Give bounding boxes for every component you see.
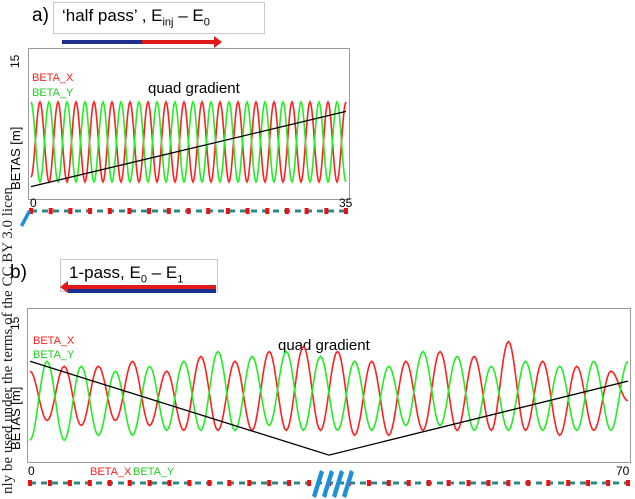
panel-b-lattice-magnet [167, 480, 172, 486]
panel-a-lattice-magnet [107, 208, 112, 214]
panel-b-lattice-magnet [87, 480, 92, 486]
panel-a-title-sub1: inj [162, 16, 174, 29]
panel-b-xtick-0: 0 [28, 464, 35, 478]
panel-b-title-mid: – E [146, 263, 178, 282]
panel-b-cavity-marker [312, 470, 324, 498]
panel-b-series-beta-y [29, 350, 629, 442]
panel-b-lattice-magnet [127, 480, 132, 486]
panel-b-title-prefix: 1-pass, E [69, 263, 141, 282]
panel-b-bottom-legend-beta-y: BETA_Y [133, 466, 175, 478]
panel-b-cavity-marker [342, 470, 354, 498]
panel-a-quad-gradient-label: quad gradient [148, 80, 240, 97]
panel-b-lattice-magnet [287, 480, 292, 486]
panel-b-lattice-magnet [67, 480, 72, 486]
panel-b-lattice-magnet [267, 480, 272, 486]
panel-a-letter: a) [32, 5, 49, 26]
panel-a-lattice-magnet [225, 208, 230, 214]
panel-b-lattice-magnet [526, 480, 531, 486]
panel-b-series-quad-gradient [29, 360, 629, 456]
panel-a-lattice-magnet [265, 208, 270, 214]
panel-b-lattice-magnet [626, 480, 630, 486]
panel-b-lattice-magnet [147, 480, 152, 486]
panel-b-lattice-magnet [566, 480, 571, 486]
panel-a-lattice-magnet [206, 208, 211, 214]
panel-b-lattice-magnet [247, 480, 252, 486]
panel-b-lattice-magnet [486, 480, 491, 486]
panel-b-lattice-magnet [466, 480, 471, 486]
panel-a-lattice-magnet [48, 208, 53, 214]
panel-a-lattice-magnet [127, 208, 132, 214]
panel-a-series-beta-y [30, 100, 347, 184]
panel-a-injection-marker [20, 210, 31, 227]
panel-b-title-sub1: 0 [140, 273, 147, 286]
panel-b-lattice-magnet [426, 480, 431, 486]
panel-b-lattice-magnet [47, 480, 52, 486]
panel-b-lattice-magnet [107, 480, 112, 486]
panel-a-lattice-magnet [245, 208, 250, 214]
panel-b-lattice-magnet [227, 480, 232, 486]
panel-b-lattice-magnet [207, 480, 212, 486]
panel-b-bottom-legend-beta-x: BETA_X [90, 466, 132, 478]
panel-b-legend-beta-y: BETA_Y [33, 349, 75, 361]
panel-b-xtick-70: 70 [616, 464, 630, 478]
panel-b-direction-bar-red [68, 285, 216, 289]
panel-a-lattice-magnet [88, 208, 93, 214]
panel-a-lattice-magnet [186, 208, 191, 214]
panel-b-lattice-magnet [606, 480, 611, 486]
panel-a-lattice-magnet [29, 208, 33, 214]
panel-a-legend-beta-y: BETA_Y [32, 87, 74, 99]
panel-a-xtick-0: 0 [30, 196, 37, 210]
panel-a-title: ‘half pass’ , Einj – E0 [53, 2, 265, 34]
panel-a-lattice-magnet [166, 208, 171, 214]
panel-a-xtick-35: 35 [339, 196, 353, 210]
panel-b-letter: b) [10, 262, 27, 283]
panel-a-lattice-magnet [68, 208, 73, 214]
panel-a-lattice-magnet [344, 208, 348, 214]
panel-b-direction-bar-blue [68, 289, 216, 293]
panel-b-title-sub2: 1 [177, 273, 184, 286]
panel-b-lattice-magnet [28, 480, 32, 486]
panel-a-lattice-magnet [324, 208, 329, 214]
panel-a-lattice-magnet [304, 208, 309, 214]
panel-a-title-prefix: ‘half pass’ , E [62, 6, 163, 25]
panel-a-series-quad-gradient [30, 110, 347, 188]
panel-a-lattice-magnet [284, 208, 289, 214]
panel-b-cavity-marker [322, 470, 334, 498]
panel-a-legend-beta-x: BETA_X [32, 72, 74, 84]
panel-a-direction-bar-red [142, 40, 214, 44]
panel-b-legend-beta-x: BETA_X [33, 335, 75, 347]
panel-a-title-sub2: 0 [203, 16, 210, 29]
panel-b-lattice-magnet [386, 480, 391, 486]
panel-a-lattice-magnet [147, 208, 152, 214]
panel-a-direction-bar-blue [62, 40, 142, 44]
panel-b-lattice-magnet [506, 480, 511, 486]
panel-b-lattice-magnet [446, 480, 451, 486]
panel-b-lattice-magnet [366, 480, 371, 486]
panel-b-lattice-magnet [586, 480, 591, 486]
panel-b-lattice-magnet [187, 480, 192, 486]
panel-b-cavity-marker [332, 470, 344, 498]
panel-b-lattice-magnet [546, 480, 551, 486]
panel-b-lattice-magnet [406, 480, 411, 486]
panel-b-lattice-magnet [307, 480, 312, 486]
panel-a-title-mid: – E [173, 6, 204, 25]
